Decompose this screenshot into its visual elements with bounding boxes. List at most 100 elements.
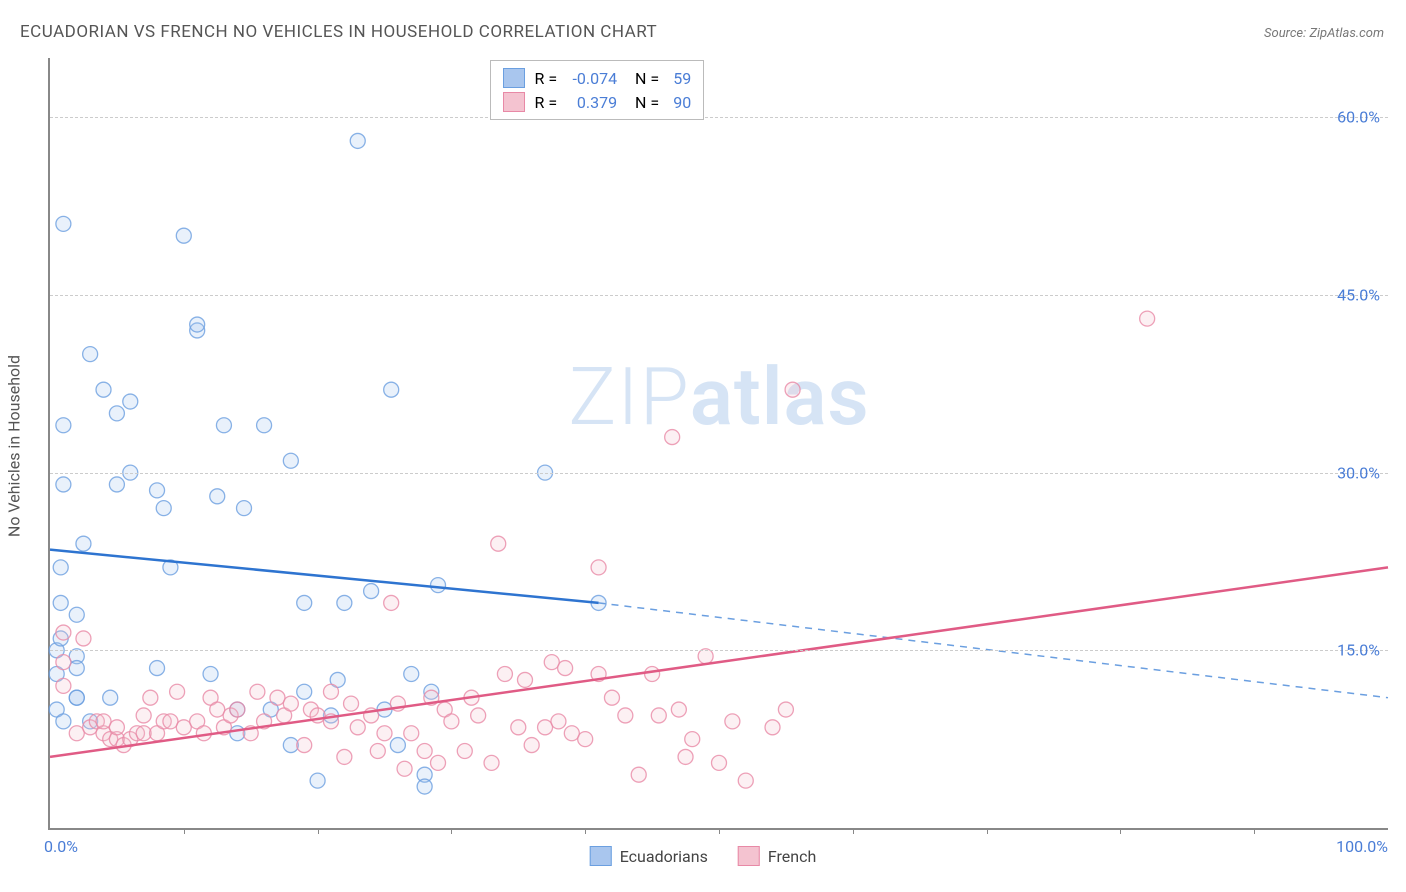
data-point <box>497 667 512 682</box>
r-label: R = -0.074 <box>535 69 618 88</box>
data-point <box>56 418 71 433</box>
data-point <box>364 584 379 599</box>
data-point <box>631 767 646 782</box>
data-point <box>350 720 365 735</box>
data-point <box>738 773 753 788</box>
data-point <box>56 216 71 231</box>
legend-swatch <box>503 92 525 112</box>
data-point <box>83 347 98 362</box>
y-tick-label: 30.0% <box>1337 463 1380 482</box>
data-point <box>56 625 71 640</box>
data-point <box>56 714 71 729</box>
data-point <box>678 749 693 764</box>
r-value: -0.074 <box>561 69 617 88</box>
x-tick-mark <box>987 828 988 834</box>
n-value: 90 <box>663 93 691 112</box>
data-point <box>109 477 124 492</box>
data-point <box>69 690 84 705</box>
data-point <box>578 732 593 747</box>
trend-line <box>50 550 599 603</box>
data-point <box>270 690 285 705</box>
legend-row: R = 0.379 N = 90 <box>503 90 692 114</box>
n-label: N = 90 <box>627 93 691 112</box>
data-point <box>297 595 312 610</box>
r-value: 0.379 <box>561 93 617 112</box>
data-point <box>604 690 619 705</box>
x-axis-min-label: 0.0% <box>44 837 78 856</box>
data-point <box>785 382 800 397</box>
data-point <box>404 667 419 682</box>
data-point <box>712 755 727 770</box>
legend-label: Ecuadorians <box>620 847 708 866</box>
data-point <box>538 720 553 735</box>
y-tick-label: 60.0% <box>1337 108 1380 127</box>
data-point <box>471 708 486 723</box>
data-point <box>56 678 71 693</box>
gridline <box>50 117 1388 118</box>
y-tick-label: 15.0% <box>1337 641 1380 660</box>
legend-label: French <box>768 847 816 866</box>
data-point <box>150 483 165 498</box>
data-point <box>53 595 68 610</box>
trend-line <box>50 567 1388 757</box>
data-point <box>524 738 539 753</box>
data-point <box>1140 311 1155 326</box>
data-point <box>109 720 124 735</box>
data-point <box>685 732 700 747</box>
data-point <box>96 714 111 729</box>
x-tick-mark <box>585 828 586 834</box>
data-point <box>417 744 432 759</box>
n-value: 59 <box>663 69 691 88</box>
legend-item[interactable]: Ecuadorians <box>590 846 708 866</box>
data-point <box>390 738 405 753</box>
data-point <box>384 595 399 610</box>
legend-bottom: Ecuadorians French <box>590 846 817 866</box>
data-point <box>444 714 459 729</box>
data-point <box>69 661 84 676</box>
data-point <box>665 430 680 445</box>
data-point <box>350 133 365 148</box>
gridline <box>50 650 1388 651</box>
data-point <box>323 684 338 699</box>
legend-item[interactable]: French <box>738 846 816 866</box>
data-point <box>558 661 573 676</box>
correlation-legend: R = -0.074 N = 59 R = 0.379 N = 90 <box>490 60 705 120</box>
data-point <box>618 708 633 723</box>
data-point <box>283 453 298 468</box>
data-point <box>237 501 252 516</box>
data-point <box>370 744 385 759</box>
x-tick-mark <box>1254 828 1255 834</box>
data-point <box>671 702 686 717</box>
data-point <box>297 738 312 753</box>
x-tick-mark <box>719 828 720 834</box>
data-point <box>377 726 392 741</box>
data-point <box>76 536 91 551</box>
data-point <box>190 317 205 332</box>
source-link[interactable]: ZipAtlas.com <box>1309 26 1384 41</box>
data-point <box>384 382 399 397</box>
data-point <box>210 489 225 504</box>
data-point <box>431 578 446 593</box>
data-point <box>551 714 566 729</box>
data-point <box>156 501 171 516</box>
n-label: N = 59 <box>627 69 691 88</box>
data-point <box>591 560 606 575</box>
x-tick-mark <box>853 828 854 834</box>
x-tick-mark <box>1120 828 1121 834</box>
data-point <box>123 394 138 409</box>
data-point <box>69 607 84 622</box>
chart-title: ECUADORIAN VS FRENCH NO VEHICLES IN HOUS… <box>20 22 657 42</box>
data-point <box>337 595 352 610</box>
data-point <box>136 708 151 723</box>
data-point <box>564 726 579 741</box>
data-point <box>645 667 660 682</box>
data-point <box>283 696 298 711</box>
data-point <box>109 406 124 421</box>
data-point <box>53 560 68 575</box>
data-point <box>230 702 245 717</box>
x-tick-mark <box>451 828 452 834</box>
data-point <box>250 684 265 699</box>
data-point <box>69 726 84 741</box>
data-point <box>484 755 499 770</box>
data-point <box>310 773 325 788</box>
